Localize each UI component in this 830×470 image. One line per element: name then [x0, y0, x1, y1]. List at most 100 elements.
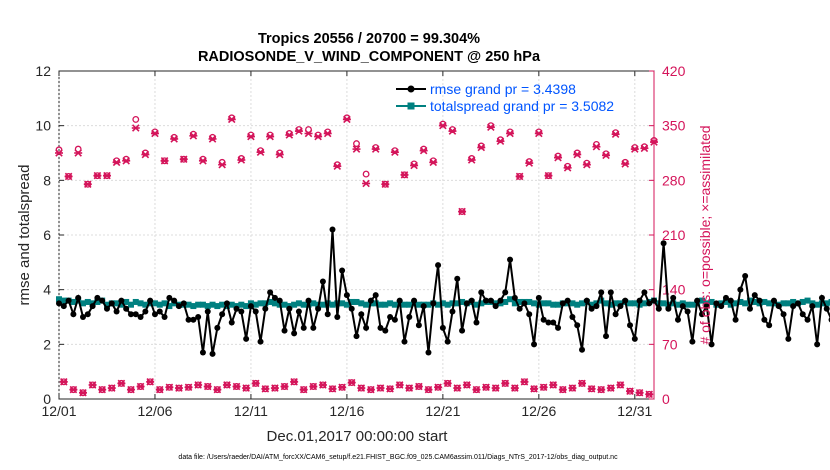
x-tick-label: 12/01	[41, 403, 76, 419]
obs-possible-marker	[132, 115, 140, 123]
rmse-point	[219, 311, 226, 318]
right-tick-label: 0	[662, 391, 670, 407]
obs-possible-marker	[314, 131, 322, 139]
obs-possible-marker	[573, 149, 581, 157]
obs-assimilated-marker	[582, 160, 591, 169]
obs-assimilated-marker	[304, 129, 313, 138]
rmse-point	[233, 305, 240, 312]
spread-point	[329, 301, 336, 308]
rmse-point	[113, 308, 120, 315]
rmse-point	[75, 294, 82, 301]
rmse-point	[794, 300, 801, 307]
spread-point	[526, 298, 533, 305]
obs-assimilated-marker	[568, 384, 577, 392]
obs-possible-marker	[247, 131, 255, 139]
rmse-point	[343, 292, 350, 299]
obs-assimilated-marker	[390, 148, 399, 156]
y-tick-label: 6	[43, 227, 51, 243]
obs-assimilated-marker	[539, 383, 548, 392]
rmse-point	[483, 297, 490, 304]
x-tick-label: 12/26	[521, 403, 556, 419]
spread-point	[166, 303, 173, 310]
rmse-point	[694, 297, 701, 304]
rmse-point	[631, 335, 638, 342]
rmse-point	[698, 311, 705, 318]
obs-assimilated-marker	[280, 382, 289, 391]
obs-assimilated-marker	[506, 129, 515, 138]
spread-point	[401, 301, 408, 308]
obs-assimilated-marker	[112, 158, 121, 167]
rmse-point	[545, 319, 552, 326]
rmse-point	[214, 324, 221, 331]
rmse-point	[775, 303, 782, 310]
spread-point	[531, 300, 538, 307]
rmse-point	[286, 305, 293, 312]
spread-point	[540, 300, 547, 307]
spread-point	[291, 301, 298, 308]
rmse-point	[492, 303, 499, 310]
rmse-point	[415, 322, 422, 329]
obs-assimilated-marker	[78, 388, 87, 397]
obs-assimilated-marker	[438, 121, 447, 130]
obs-possible-marker	[199, 155, 207, 163]
rmse-point	[103, 305, 110, 312]
rmse-point	[363, 324, 370, 331]
obs-assimilated-marker	[318, 381, 327, 389]
spread-point	[550, 301, 557, 308]
spread-point	[343, 301, 350, 308]
obs-assimilated-marker	[482, 383, 491, 392]
y-tick-label: 0	[43, 391, 51, 407]
spread-point	[142, 301, 149, 308]
spread-point	[339, 300, 346, 307]
spread-point	[319, 301, 326, 308]
rmse-point	[195, 314, 202, 320]
spread-point	[459, 298, 466, 305]
rmse-point	[161, 314, 168, 320]
obs-possible-marker	[295, 126, 303, 134]
obs-assimilated-marker	[366, 385, 375, 394]
rmse-point	[142, 308, 149, 315]
obs-possible-marker	[333, 161, 341, 169]
rmse-point	[708, 341, 715, 348]
obs-assimilated-marker	[501, 379, 510, 388]
rmse-point	[579, 346, 586, 353]
obs-possible-marker	[631, 144, 639, 151]
obs-assimilated-marker	[477, 143, 486, 152]
rmse-point	[396, 297, 403, 304]
rmse-point	[651, 297, 657, 304]
obs-assimilated-marker	[131, 124, 140, 132]
x-axis-label: Dec.01,2017 00:00:00 start	[267, 428, 449, 445]
rmse-point	[655, 305, 662, 312]
y-axis-ticks: 0 2 4 6 8 10 12	[35, 63, 64, 407]
obs-possible-marker	[410, 160, 418, 168]
obs-possible-marker	[621, 158, 629, 166]
rmse-point	[406, 314, 413, 320]
rmse-point	[727, 297, 734, 304]
rmse-point	[531, 341, 538, 348]
rmse-point	[569, 314, 576, 320]
rmse-point	[751, 292, 758, 299]
rmse-point	[790, 303, 797, 310]
spread-point	[267, 298, 274, 305]
obs-possible-marker	[640, 143, 648, 151]
spread-point	[137, 300, 144, 307]
obs-possible-marker	[372, 144, 380, 151]
x-tick-label: 12/21	[425, 403, 460, 419]
obs-assimilated-marker	[491, 384, 500, 392]
rmse-series	[56, 226, 830, 357]
obs-assimilated-marker	[237, 156, 246, 164]
obs-possible-marker	[362, 170, 370, 178]
right-tick-label: 280	[662, 172, 686, 188]
spread-point	[545, 300, 552, 307]
obs-assimilated-marker	[290, 378, 299, 386]
rmse-point	[660, 240, 667, 247]
spread-point	[785, 300, 792, 307]
obs-assimilated-marker	[232, 382, 241, 391]
obs-assimilated-marker	[59, 378, 68, 386]
spread-point	[478, 300, 485, 307]
obs-possible-marker	[525, 158, 533, 166]
obs-possible-marker	[276, 149, 284, 157]
obs-possible-marker	[554, 152, 562, 160]
rmse-point	[607, 289, 614, 296]
spread-point	[257, 300, 264, 307]
